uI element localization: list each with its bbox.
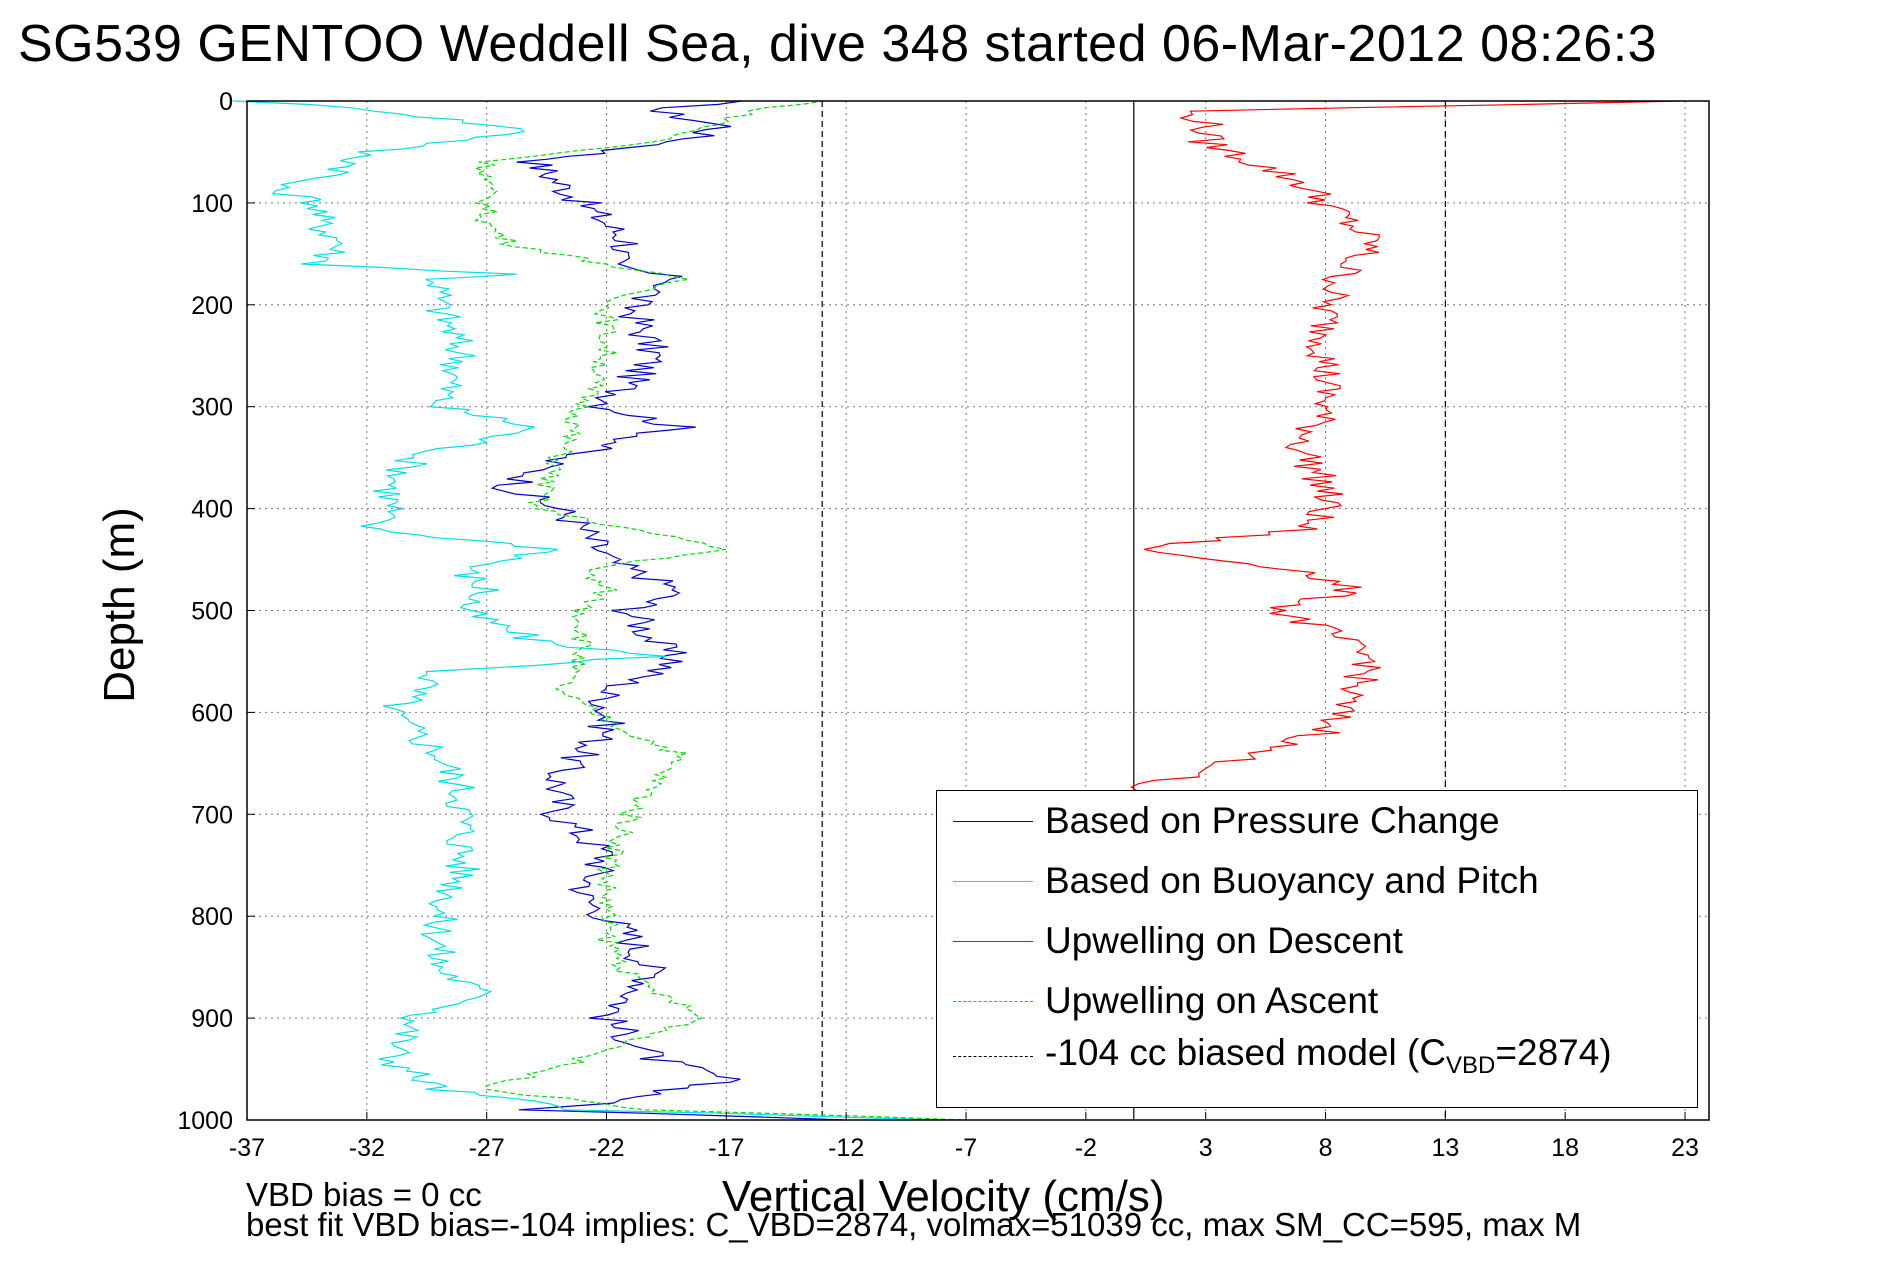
y-tick-label: 300 xyxy=(191,394,233,422)
x-tick-label: -2 xyxy=(1075,1134,1097,1162)
x-tick-label: -7 xyxy=(955,1134,977,1162)
x-tick-label: -32 xyxy=(349,1134,385,1162)
legend-swatch-model xyxy=(953,1055,1033,1057)
legend-swatch-pressure xyxy=(953,820,1033,822)
x-tick-label: 18 xyxy=(1551,1134,1579,1162)
series-line-0 xyxy=(490,100,847,1121)
x-tick-label: 3 xyxy=(1199,1134,1213,1162)
y-tick-label: 800 xyxy=(191,903,233,931)
best-fit-note: best fit VBD bias=-104 implies: C_VBD=28… xyxy=(246,1206,1582,1243)
x-tick-label: -12 xyxy=(828,1134,864,1162)
y-tick-label: 600 xyxy=(191,699,233,727)
axis-ticks: -37 -32 -27 -22 -17 -12 -7 -2 3 8 13 18 23 0 100 200 300… xyxy=(177,88,1699,1162)
x-tick-label: -22 xyxy=(588,1134,624,1162)
legend-label: Upwelling on Ascent xyxy=(1045,980,1379,1021)
legend-label: Based on Pressure Change xyxy=(1045,800,1500,841)
x-tick-label: 8 xyxy=(1319,1134,1333,1162)
legend-item-descent: Upwelling on Descent xyxy=(953,916,1403,966)
y-tick-label: 400 xyxy=(191,496,233,524)
x-tick-label: 23 xyxy=(1671,1134,1699,1162)
y-tick-label: 500 xyxy=(191,598,233,626)
plot-frame xyxy=(246,100,1710,1121)
chart-title: SG539 GENTOO Weddell Sea, dive 348 start… xyxy=(18,15,1658,73)
legend-label: -104 cc biased model (CVBD=2874) xyxy=(1045,1032,1612,1079)
x-tick-label: -37 xyxy=(229,1134,265,1162)
x-tick-label: -17 xyxy=(708,1134,744,1162)
legend-swatch-ascent xyxy=(953,1000,1033,1002)
y-tick-label: 1000 xyxy=(177,1107,233,1135)
x-tick-label: -27 xyxy=(469,1134,505,1162)
series-line-3 xyxy=(473,100,967,1121)
y-tick-label: 700 xyxy=(191,801,233,829)
y-axis-label: Depth (m) xyxy=(95,507,144,703)
chart-legend: Based on Pressure Change Based on Buoyan… xyxy=(936,790,1698,1108)
y-tick-label: 0 xyxy=(219,88,233,116)
legend-label: Upwelling on Descent xyxy=(1045,920,1403,961)
data-series xyxy=(232,100,1680,1121)
legend-item-pressure: Based on Pressure Change xyxy=(953,796,1500,846)
legend-swatch-buoyancy xyxy=(953,880,1033,882)
series-line-2 xyxy=(1109,100,1680,795)
legend-item-ascent: Upwelling on Ascent xyxy=(953,976,1378,1026)
legend-item-buoyancy: Based on Buoyancy and Pitch xyxy=(953,856,1539,906)
vbd-bias-note: VBD bias = 0 cc xyxy=(246,1176,482,1213)
legend-swatch-descent xyxy=(953,940,1033,942)
legend-item-model: -104 cc biased model (CVBD=2874) xyxy=(953,1031,1612,1081)
y-tick-label: 900 xyxy=(191,1005,233,1033)
y-tick-label: 200 xyxy=(191,292,233,320)
y-tick-label: 100 xyxy=(191,190,233,218)
legend-label: Based on Buoyancy and Pitch xyxy=(1045,860,1539,901)
series-line-1 xyxy=(232,100,943,1121)
x-tick-label: 13 xyxy=(1431,1134,1459,1162)
x-axis-label: Vertical Velocity (cm/s) xyxy=(722,1172,1165,1221)
